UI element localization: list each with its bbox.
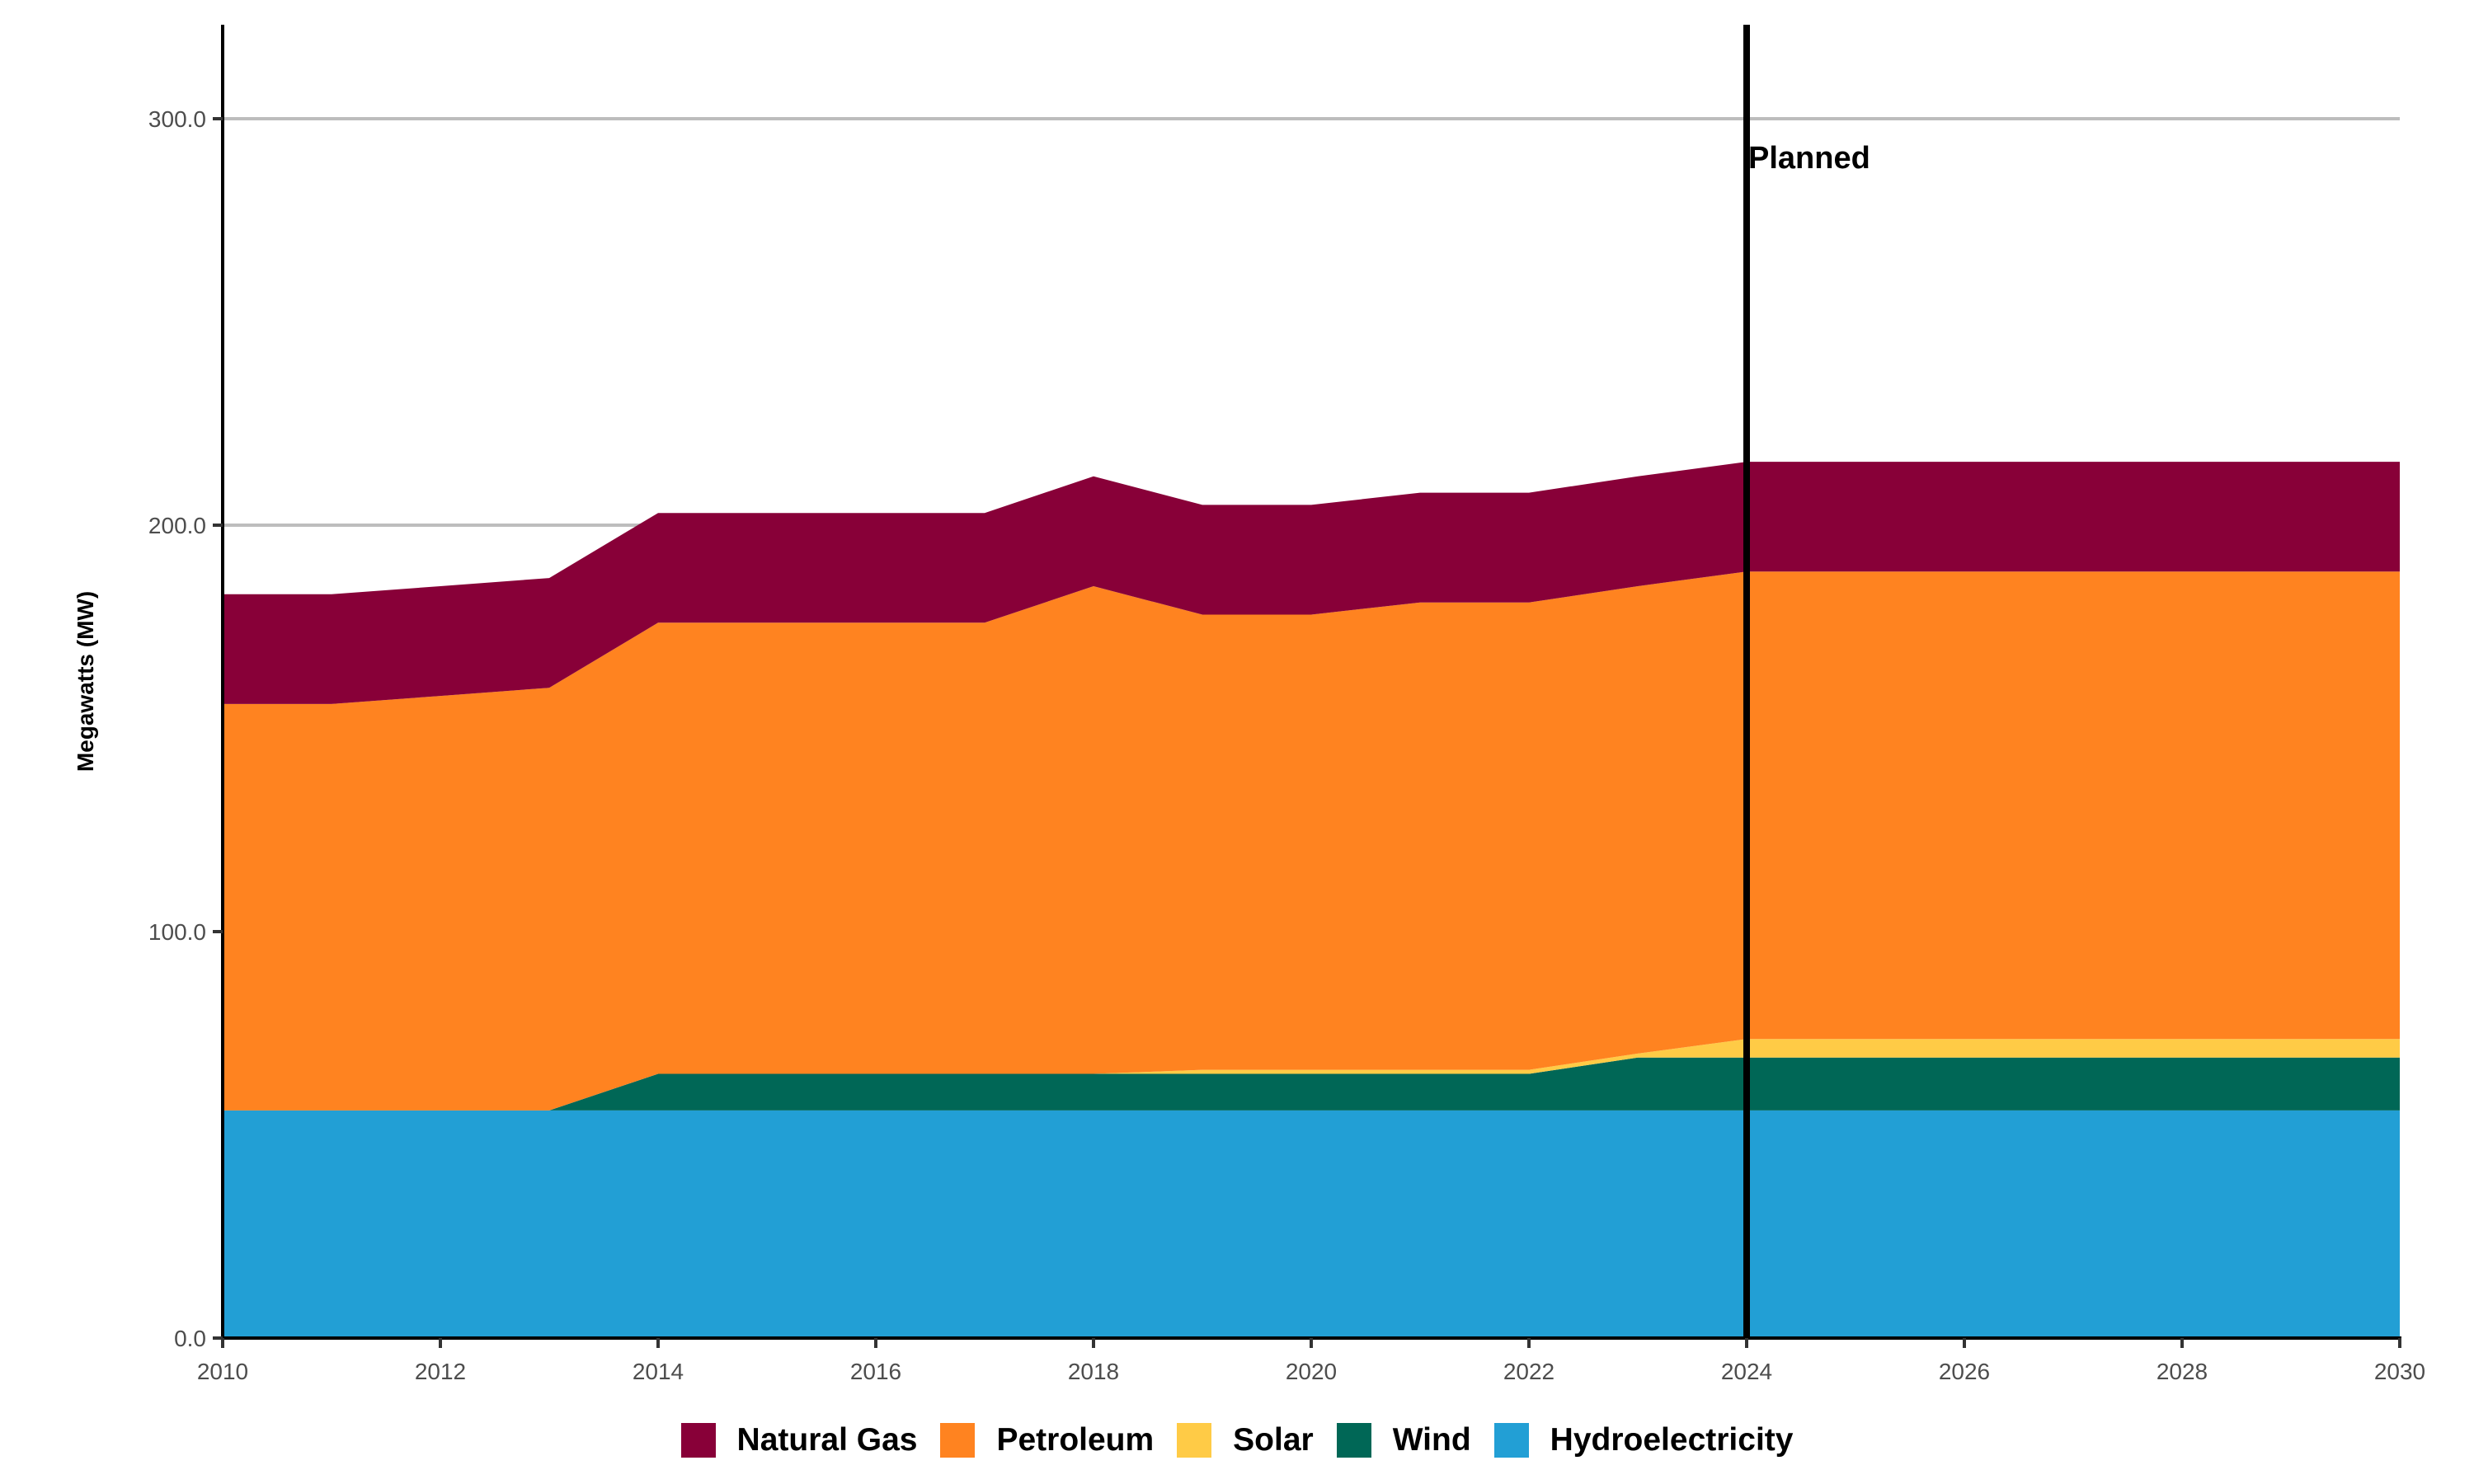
area-solar: [223, 1039, 2400, 1111]
area-layers: [223, 462, 2400, 1338]
planned-label: Planned: [1748, 141, 1870, 176]
legend-item-natural-gas: Natural Gas: [680, 1422, 918, 1458]
legend-swatch-solar: [1177, 1423, 1212, 1458]
x-tick-label: 2012: [415, 1359, 466, 1384]
legend-label-wind: Wind: [1392, 1422, 1471, 1458]
legend-swatch-natural-gas: [680, 1423, 716, 1458]
legend-label-hydroelectricity: Hydroelectricity: [1550, 1422, 1794, 1458]
y-axis-title: Megawatts (MW): [73, 591, 98, 772]
legend-item-wind: Wind: [1336, 1422, 1471, 1458]
x-tick-label: 2016: [850, 1359, 901, 1384]
x-tick-label: 2028: [2157, 1359, 2208, 1384]
legend-label-natural-gas: Natural Gas: [736, 1422, 918, 1458]
x-tick-label: 2026: [1939, 1359, 1990, 1384]
legend-item-hydroelectricity: Hydroelectricity: [1493, 1422, 1794, 1458]
x-tick-label: 2030: [2374, 1359, 2425, 1384]
area-natural-gas: [223, 462, 2400, 704]
legend-label-petroleum: Petroleum: [996, 1422, 1155, 1458]
legend-item-petroleum: Petroleum: [940, 1422, 1154, 1458]
area-hydroelectricity: [223, 1110, 2400, 1338]
x-tick-label: 2024: [1721, 1359, 1772, 1384]
y-tick-label: 300.0: [148, 106, 206, 132]
legend-item-solar: Solar: [1177, 1422, 1314, 1458]
x-tick-label: 2014: [633, 1359, 684, 1384]
legend-swatch-hydroelectricity: [1493, 1423, 1529, 1458]
area-wind: [223, 1057, 2400, 1111]
x-tick-label: 2022: [1503, 1359, 1554, 1384]
legend-label-solar: Solar: [1233, 1422, 1314, 1458]
y-ticks: 0.0 100.0 200.0 300.0: [148, 106, 223, 1351]
area-petroleum: [223, 571, 2400, 1111]
annotations: Planned: [1743, 25, 1870, 1338]
y-tick-label: 0.0: [174, 1326, 206, 1351]
legend: Natural Gas Petroleum Solar Wind Hydroel…: [0, 1422, 2474, 1458]
legend-swatch-petroleum: [940, 1423, 976, 1458]
x-tick-label: 2010: [197, 1359, 248, 1384]
legend-swatch-wind: [1336, 1423, 1371, 1458]
y-tick-label: 100.0: [148, 919, 206, 945]
x-ticks: 2010 2012 2014 2016 2018 2020 2022 2024 2026 2028…: [197, 1338, 2425, 1384]
x-tick-label: 2018: [1068, 1359, 1119, 1384]
x-tick-label: 2020: [1286, 1359, 1337, 1384]
y-tick-label: 200.0: [148, 513, 206, 538]
